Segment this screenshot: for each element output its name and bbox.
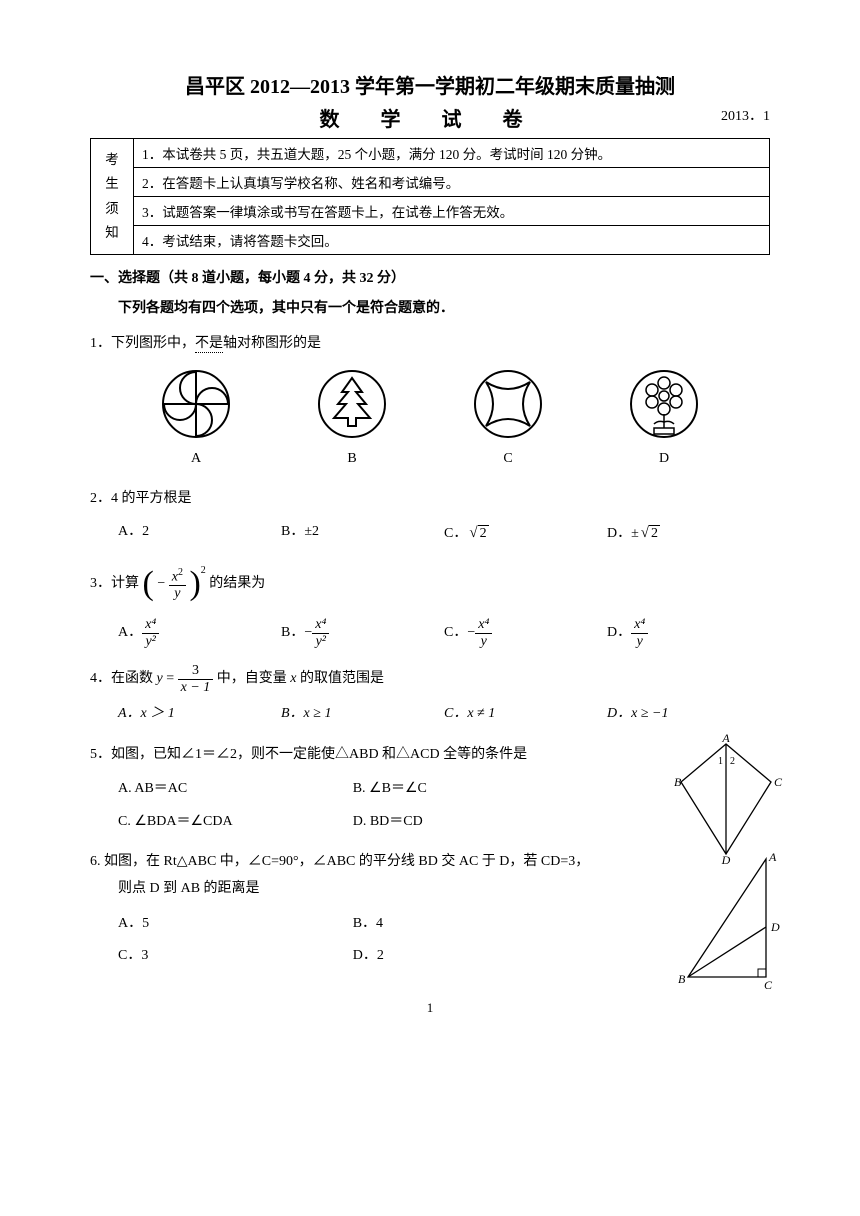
pinwheel-icon (160, 368, 232, 440)
svg-text:B: B (678, 972, 686, 986)
svg-text:D: D (770, 920, 780, 934)
section-heading: 一、选择题（共 8 道小题，每小题 4 分，共 32 分） (90, 267, 770, 287)
q6-option-b: B．4 (353, 911, 588, 938)
q3-option-d: D．x⁴y (607, 617, 770, 649)
q2-option-a: A．2 (118, 519, 281, 548)
q6-figure: A B C D (676, 849, 786, 989)
q3-option-b: B．−x⁴y² (281, 617, 444, 649)
svg-text:A: A (721, 734, 730, 745)
q2-option-c: C．2 (444, 519, 607, 548)
question-4: 4．在函数 y = 3 x − 1 中，自变量 x 的取值范围是 A．x ＞ 1… (90, 663, 770, 727)
q4-option-a: A．x ＞ 1 (118, 701, 281, 728)
section-note: 下列各题均有四个选项，其中只有一个是符合题意的． (118, 297, 770, 317)
svg-text:1: 1 (718, 756, 723, 767)
q4-option-c: C．x ≠ 1 (444, 701, 607, 728)
question-5: 5．如图，已知∠1＝∠2，则不一定能使△ABD 和△ACD 全等的条件是 A B… (90, 742, 770, 836)
page-number: 1 (90, 1000, 770, 1016)
q5-figure: A B C D 1 2 (666, 734, 786, 864)
q6-option-d: D．2 (353, 943, 588, 970)
q1-option-b: B (316, 368, 388, 473)
tree-icon (316, 368, 388, 440)
q3-option-c: C．−x⁴y (444, 617, 607, 649)
question-1: 1．下列图形中，不是轴对称图形的是 A B (90, 331, 770, 472)
svg-text:C: C (774, 775, 783, 789)
q5-option-b: B. ∠B＝∠C (353, 776, 588, 803)
q5-option-a: A. AB＝AC (118, 776, 353, 803)
instruction-row: 4．考试结束，请将答题卡交回。 (134, 226, 770, 255)
q4-option-d: D．x ≥ −1 (607, 701, 770, 728)
q6-option-c: C．3 (118, 943, 353, 970)
q5-option-c: C. ∠BDA＝∠CDA (118, 809, 353, 836)
instruction-left: 考 生 须 知 (91, 139, 134, 255)
q5-option-d: D. BD＝CD (353, 809, 588, 836)
instruction-row: 2．在答题卡上认真填写学校名称、姓名和考试编号。 (134, 168, 770, 197)
q6-option-a: A．5 (118, 911, 353, 938)
q1-option-a: A (160, 368, 232, 473)
question-2: 2．4 的平方根是 A．2 B．±2 C．2 D．±2 (90, 486, 770, 547)
page-title: 昌平区 2012—2013 学年第一学期初二年级期末质量抽测 (90, 70, 770, 99)
concave-square-icon (472, 368, 544, 440)
subject-title: 数 学 试 卷 2013．1 (90, 103, 770, 132)
instruction-table: 考 生 须 知 1．本试卷共 5 页，共五道大题，25 个小题，满分 120 分… (90, 138, 770, 255)
q3-option-a: A．x⁴y² (118, 617, 281, 649)
instruction-row: 3．试题答案一律填涂或书写在答题卡上，在试卷上作答无效。 (134, 197, 770, 226)
q1-option-c: C (472, 368, 544, 473)
instruction-row: 1．本试卷共 5 页，共五道大题，25 个小题，满分 120 分。考试时间 12… (134, 139, 770, 168)
svg-text:A: A (768, 850, 777, 864)
q2-option-d: D．±2 (607, 519, 770, 548)
svg-text:B: B (674, 775, 682, 789)
flower-icon (628, 368, 700, 440)
svg-text:C: C (764, 978, 773, 989)
q4-option-b: B．x ≥ 1 (281, 701, 444, 728)
exam-date: 2013．1 (721, 105, 770, 125)
svg-text:2: 2 (730, 756, 735, 767)
q1-option-d: D (628, 368, 700, 473)
q2-option-b: B．±2 (281, 519, 444, 548)
question-6: 6. 如图，在 Rt△ABC 中，∠C=90°，∠ABC 的平分线 BD 交 A… (90, 849, 770, 969)
question-3: 3．计算 ( − x2 y )2 的结果为 A．x⁴y² B．−x⁴y² C．−… (90, 561, 770, 649)
